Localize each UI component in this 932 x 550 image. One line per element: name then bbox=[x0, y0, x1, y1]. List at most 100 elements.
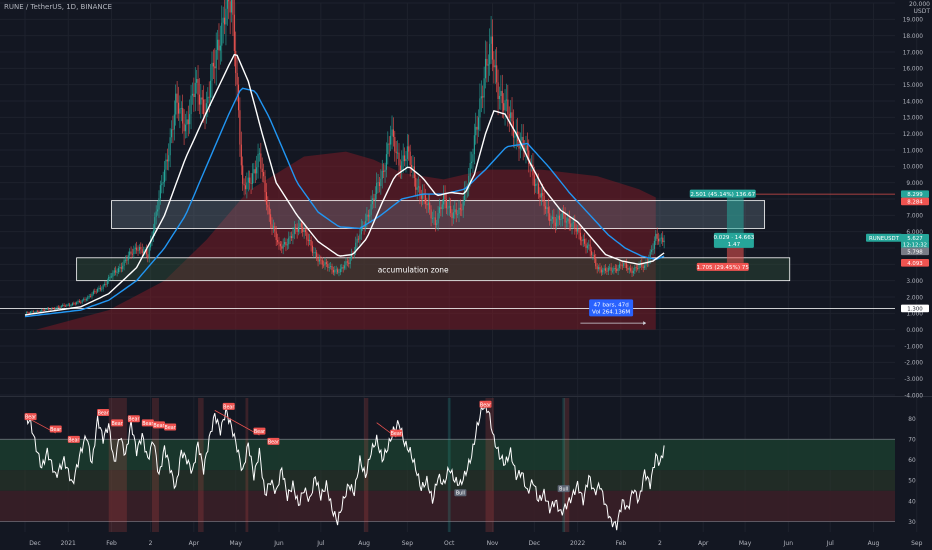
candle-body bbox=[43, 309, 46, 311]
candle-body bbox=[197, 78, 199, 95]
bear-signal-tag[interactable] bbox=[127, 415, 140, 423]
price-badge[interactable] bbox=[901, 240, 929, 249]
bear-signal-tag[interactable] bbox=[141, 419, 154, 427]
candle-body bbox=[303, 229, 305, 232]
candle-body bbox=[653, 240, 655, 249]
candle-body bbox=[529, 164, 531, 166]
candle-body bbox=[169, 137, 171, 156]
bear-signal-tag[interactable] bbox=[479, 400, 492, 408]
candle-body bbox=[296, 229, 298, 232]
candle-body bbox=[191, 93, 194, 96]
pair-tag-box[interactable] bbox=[866, 233, 902, 242]
candle-body bbox=[638, 264, 640, 269]
rsi-tick-label: 70 bbox=[908, 437, 916, 443]
candle-body bbox=[152, 230, 154, 238]
time-tick-label: Dec bbox=[29, 540, 41, 547]
bull-signal-tag[interactable] bbox=[557, 485, 570, 493]
candle-body bbox=[281, 246, 283, 249]
candle-body bbox=[422, 193, 424, 199]
bull-signal-tag[interactable] bbox=[454, 489, 467, 497]
candle-body bbox=[237, 84, 240, 111]
candle-body bbox=[621, 265, 623, 267]
candle-body bbox=[84, 299, 86, 301]
candle-body bbox=[168, 155, 170, 162]
candle-body bbox=[584, 239, 586, 244]
bear-signal-text: Bear bbox=[142, 421, 153, 427]
candle-body bbox=[356, 238, 358, 243]
candle-body bbox=[487, 64, 489, 66]
candle-body bbox=[219, 45, 221, 51]
bear-signal-tag[interactable] bbox=[49, 425, 62, 433]
candle-body bbox=[593, 254, 595, 259]
candle-body bbox=[632, 270, 634, 274]
candle-body bbox=[592, 254, 594, 256]
price-badge[interactable] bbox=[901, 190, 929, 198]
candle-body bbox=[263, 172, 265, 177]
price-tick-label: 17.000 bbox=[903, 50, 924, 56]
candle-body bbox=[415, 177, 417, 190]
bear-signal-tag[interactable] bbox=[152, 421, 165, 429]
bear-signal-tag[interactable] bbox=[24, 413, 37, 421]
candle-body bbox=[50, 308, 53, 310]
bear-signal-tag[interactable] bbox=[164, 423, 177, 431]
candle-body bbox=[120, 267, 122, 269]
bear-signal-tag[interactable] bbox=[97, 409, 110, 417]
position-target-area bbox=[726, 194, 744, 238]
candle-body bbox=[489, 43, 491, 65]
candle-body bbox=[59, 307, 61, 308]
price-badge[interactable] bbox=[901, 233, 929, 242]
target-label[interactable]: 2.501 (45.14%) 136.67 bbox=[689, 189, 756, 198]
candle-body bbox=[251, 173, 254, 184]
stop-label[interactable]: 1.705 (29.45%) 75 bbox=[697, 262, 750, 271]
candle-body bbox=[74, 303, 76, 305]
bear-signal-tag[interactable] bbox=[253, 427, 266, 435]
candle-body bbox=[540, 193, 542, 198]
candle-body bbox=[105, 284, 107, 285]
candle-body bbox=[136, 247, 138, 251]
candle-body bbox=[658, 238, 660, 242]
candle-body bbox=[663, 240, 665, 243]
candle-body bbox=[321, 260, 323, 265]
candle-body bbox=[77, 301, 79, 303]
bear-signal-tag[interactable] bbox=[267, 437, 280, 445]
candle-body bbox=[224, 17, 226, 25]
price-tick-label: -1.000 bbox=[904, 344, 923, 350]
candle-body bbox=[212, 62, 214, 67]
time-axis[interactable]: Dec 2021 Feb 2 Apr May Jun Jul Aug Sep Oct Nov Dec 20… bbox=[29, 540, 922, 547]
bear-signal-tag[interactable] bbox=[111, 419, 124, 427]
bear-signal-tag[interactable] bbox=[67, 435, 80, 443]
candle-body bbox=[106, 281, 108, 285]
rsi-signal-strip bbox=[245, 398, 249, 532]
candle-body bbox=[483, 78, 485, 98]
candle-body bbox=[599, 267, 601, 270]
candle-body bbox=[480, 96, 482, 99]
candle-body bbox=[401, 161, 403, 171]
candle-series[interactable] bbox=[25, 0, 665, 315]
candle-body bbox=[430, 209, 432, 219]
price-tick-label: 9.000 bbox=[906, 181, 923, 187]
candle-body bbox=[469, 163, 471, 176]
candle-body bbox=[190, 95, 192, 115]
bear-signal-text: Bear bbox=[50, 427, 61, 433]
price-axis[interactable]: 19.000 18.000 17.000 16.000 15.000 14.000 13.0… bbox=[866, 18, 929, 400]
price-badge[interactable] bbox=[901, 247, 929, 256]
accumulation-zone[interactable] bbox=[76, 257, 791, 282]
candle-body bbox=[172, 129, 174, 131]
bear-signal-text: Bear bbox=[128, 417, 139, 423]
bear-signal-tag[interactable] bbox=[390, 429, 403, 437]
price-badge[interactable] bbox=[901, 304, 929, 313]
candle-body bbox=[501, 90, 503, 104]
price-badge[interactable] bbox=[901, 197, 929, 206]
candle-body bbox=[644, 265, 646, 268]
price-tick-label: 19.000 bbox=[903, 18, 924, 24]
time-tick-label: May bbox=[230, 540, 243, 547]
candle-body bbox=[218, 39, 220, 51]
annotations: accumulation zone 2.501 (45.14%) 136.67 0.… bbox=[378, 189, 756, 326]
bear-signal-tag[interactable] bbox=[222, 402, 235, 410]
price-badge[interactable] bbox=[901, 259, 929, 267]
candle-body bbox=[258, 153, 260, 155]
